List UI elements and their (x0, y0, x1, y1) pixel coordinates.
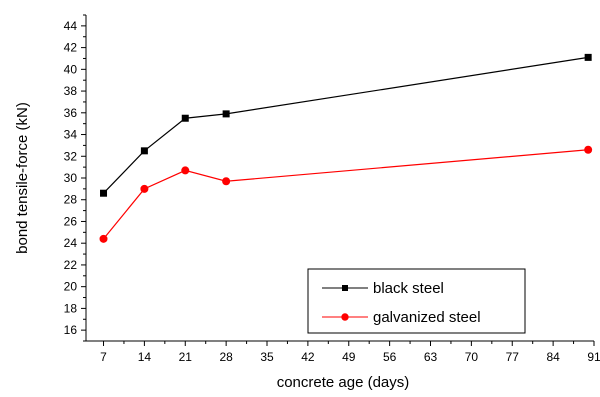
x-tick-label: 91 (587, 350, 600, 364)
x-tick-label: 42 (301, 350, 315, 364)
data-point-circle (140, 184, 149, 193)
x-tick-label: 63 (424, 350, 438, 364)
y-tick-label: 32 (64, 149, 78, 163)
y-ticks: 16 18 20 22 24 26 28 30 32 34 36 38 40 42 44 (64, 14, 86, 342)
y-tick-label: 16 (64, 323, 78, 337)
y-tick-label: 42 (64, 41, 78, 55)
x-tick-label: 84 (546, 350, 560, 364)
x-tick-label: 28 (219, 350, 233, 364)
data-point-circle (584, 145, 593, 154)
series-lines (99, 53, 593, 243)
x-tick-label: 7 (100, 350, 107, 364)
data-point-circle (222, 177, 231, 186)
x-ticks: 7 14 21 28 35 42 49 56 63 70 77 84 91 (100, 341, 600, 364)
data-point-circle (181, 166, 190, 175)
y-tick-label: 18 (64, 301, 78, 315)
x-tick-label: 35 (260, 350, 274, 364)
legend-label-galvanized-steel: galvanized steel (373, 309, 481, 326)
legend-marker-galvanized-steel (341, 313, 349, 321)
x-axis-label: concrete age (days) (277, 374, 410, 391)
y-tick-label: 40 (64, 62, 78, 76)
x-tick-label: 70 (465, 350, 479, 364)
x-tick-label: 49 (342, 350, 356, 364)
data-point-square (140, 147, 148, 155)
y-tick-label: 34 (64, 128, 78, 142)
y-tick-label: 24 (64, 236, 78, 250)
legend-label-black-steel: black steel (373, 280, 444, 297)
x-tick-label: 21 (179, 350, 193, 364)
y-axis-label: bond tensile-force (kN) (14, 102, 31, 254)
y-tick-label: 20 (64, 280, 78, 294)
y-tick-label: 30 (64, 171, 78, 185)
y-tick-label: 38 (64, 84, 78, 98)
legend: black steel galvanized steel (307, 268, 526, 334)
data-point-circle (99, 234, 108, 243)
x-tick-label: 56 (383, 350, 397, 364)
data-point-square (100, 189, 108, 197)
legend-box (307, 268, 526, 334)
y-tick-label: 28 (64, 193, 78, 207)
y-tick-label: 36 (64, 106, 78, 120)
y-tick-label: 44 (64, 19, 78, 33)
legend-marker-black-steel (342, 285, 348, 291)
x-tick-label: 14 (138, 350, 152, 364)
data-point-square (222, 110, 230, 118)
data-point-square (181, 114, 189, 122)
y-tick-label: 26 (64, 214, 78, 228)
data-point-square (584, 53, 592, 61)
x-tick-label: 77 (506, 350, 520, 364)
y-tick-label: 22 (64, 258, 78, 272)
